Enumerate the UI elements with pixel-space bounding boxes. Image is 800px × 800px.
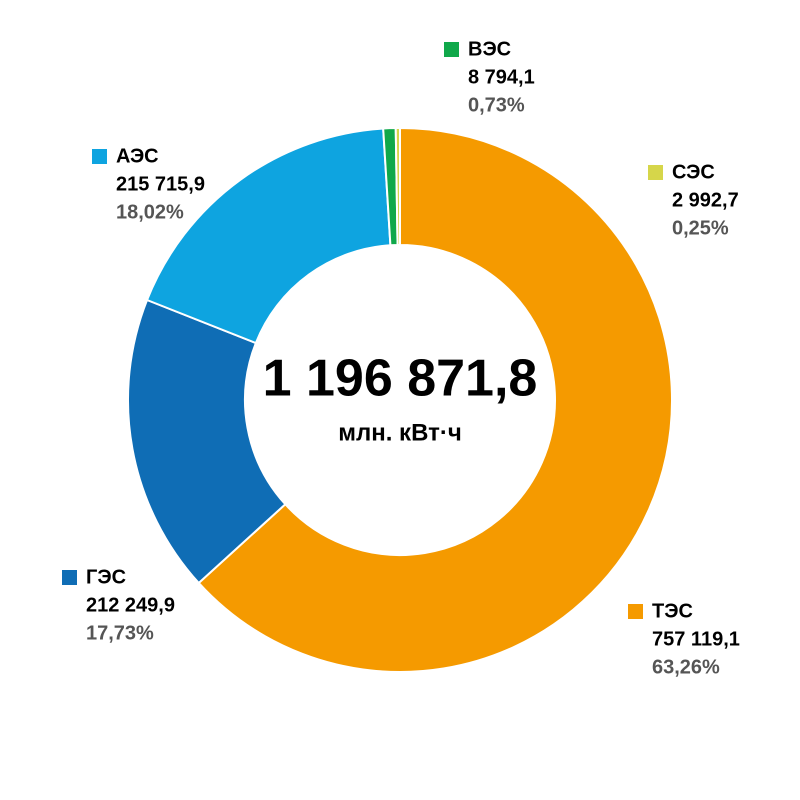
- center-value: 1 196 871,8: [263, 350, 538, 408]
- legend-marker: [62, 570, 77, 585]
- value-label: 2 992,7: [672, 189, 739, 211]
- share-label: 17,73%: [86, 622, 154, 644]
- share-label: 0,73%: [468, 94, 525, 116]
- legend-marker: [648, 165, 663, 180]
- legend-label: СЭС: [672, 161, 715, 183]
- slice: [127, 298, 287, 585]
- legend-marker: [628, 604, 643, 619]
- value-label: 212 249,9: [86, 594, 175, 616]
- legend-label: ТЭС: [652, 600, 693, 622]
- slice: [197, 126, 673, 673]
- value-label: 8 794,1: [468, 66, 535, 88]
- donut: [127, 126, 673, 673]
- legend-marker: [92, 149, 107, 164]
- value-label: 215 715,9: [116, 173, 205, 195]
- share-label: 18,02%: [116, 201, 184, 223]
- legend-label: АЭС: [116, 145, 159, 167]
- share-label: 63,26%: [652, 656, 720, 678]
- legend-marker: [444, 42, 459, 57]
- legend-label: ГЭС: [86, 566, 126, 588]
- share-label: 0,25%: [672, 217, 729, 239]
- slice: [145, 127, 392, 345]
- legend-label: ВЭС: [468, 38, 511, 60]
- value-label: 757 119,1: [652, 628, 740, 650]
- slice: [394, 126, 401, 247]
- center-unit: млн. кВт·ч: [338, 419, 462, 446]
